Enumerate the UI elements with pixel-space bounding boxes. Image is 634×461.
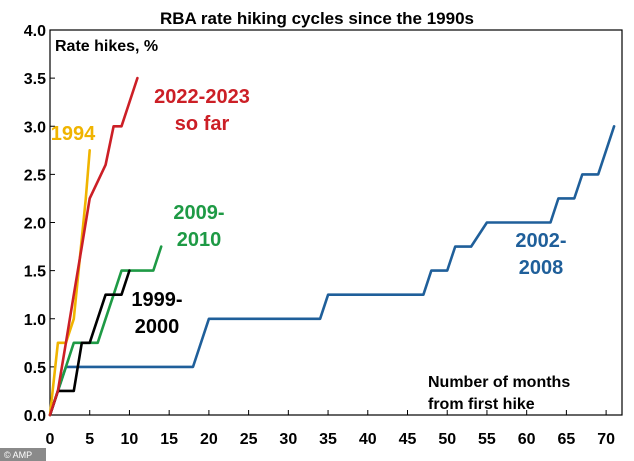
series-label-2009-2010: 2009- [173, 202, 224, 224]
y-tick-label: 3.5 [24, 71, 46, 88]
x-tick-label: 50 [438, 431, 456, 448]
y-tick-label: 1.5 [24, 264, 46, 281]
chart-title: RBA rate hiking cycles since the 1990s [160, 9, 474, 28]
x-tick-label: 25 [240, 431, 258, 448]
series-group [48, 76, 616, 417]
x-tick-label: 60 [518, 431, 536, 448]
x-tick-label: 0 [46, 431, 55, 448]
series-label-2009-2010: 2010 [177, 229, 222, 251]
credit-background [0, 448, 46, 461]
x-tick-label: 10 [121, 431, 139, 448]
y-axis-label: Rate hikes, % [55, 38, 158, 55]
x-tick-label: 20 [200, 431, 218, 448]
series-line-2002-2008 [48, 125, 616, 417]
series-labels: 2002- 2008 2009- 2010 1999- 2000 1994 2022-2023… [51, 86, 567, 338]
series-label-1999-2000: 2000 [135, 316, 180, 338]
y-tick-label: 2.5 [24, 167, 46, 184]
series-label-1999-2000: 1999- [131, 289, 182, 311]
x-tick-label: 65 [557, 431, 575, 448]
x-tick-label: 40 [359, 431, 377, 448]
x-tick-label: 70 [597, 431, 615, 448]
x-tick-label: 15 [160, 431, 178, 448]
series-line-1999-2000 [48, 269, 131, 417]
credit-text: © AMP [4, 450, 32, 460]
x-tick-label: 45 [399, 431, 417, 448]
x-axis-label-line-2: from first hike [428, 396, 535, 413]
axes: 0.0 0.5 1.0 1.5 2.0 2.5 3.0 3.5 4.0 0 5 10 15 20 25 30 3… [24, 23, 623, 448]
x-tick-label: 35 [319, 431, 337, 448]
series-label-2002-2008: 2002- [515, 230, 566, 252]
x-tick-label: 55 [478, 431, 496, 448]
y-tick-label: 2.0 [24, 216, 46, 233]
x-tick-label: 30 [279, 431, 297, 448]
series-line-2009-2010 [48, 245, 163, 417]
y-tick-label: 1.0 [24, 312, 46, 329]
y-tick-label: 0.0 [24, 408, 46, 425]
y-tick-label: 0.5 [24, 360, 46, 377]
series-line-2022-2023-so-far [48, 76, 139, 417]
series-line-1994 [48, 149, 91, 417]
y-tick-label: 3.0 [24, 119, 46, 136]
series-label-2022-2023-so-far: so far [175, 113, 230, 135]
series-label-1994: 1994 [51, 123, 96, 145]
series-label-2022-2023-so-far: 2022-2023 [154, 86, 250, 108]
x-tick-label: 5 [85, 431, 94, 448]
y-tick-label: 4.0 [24, 23, 46, 40]
series-label-2002-2008: 2008 [519, 257, 564, 279]
x-axis-label-line-1: Number of months [428, 374, 570, 391]
